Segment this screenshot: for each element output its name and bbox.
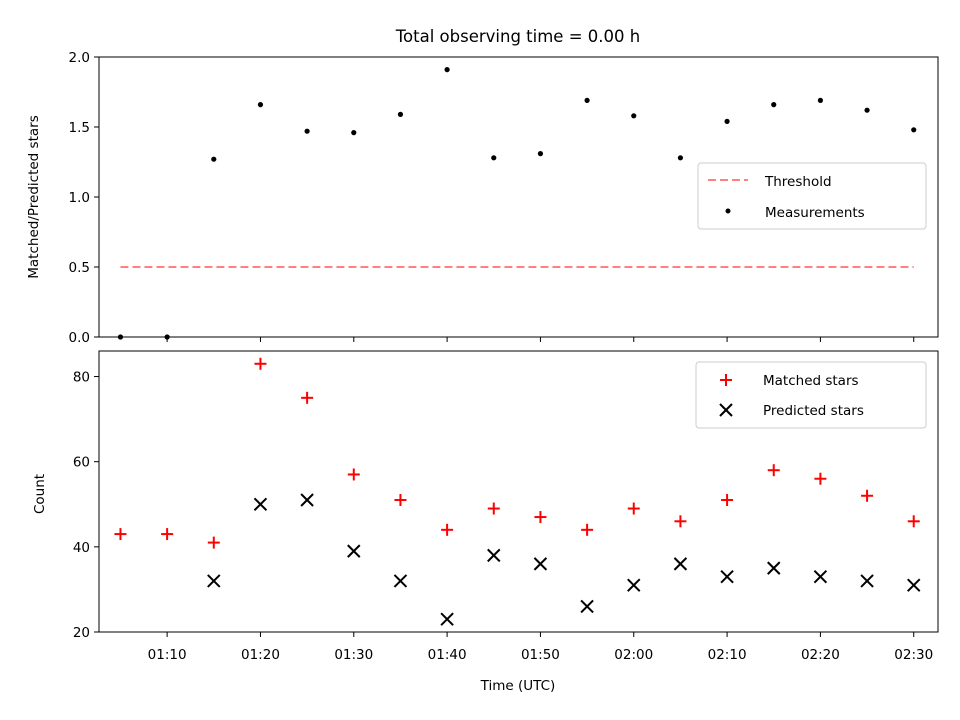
x-tick-label: 01:10 — [148, 647, 187, 663]
predicted-star-point — [673, 557, 688, 571]
matched-star-point — [347, 468, 360, 481]
x-tick-label: 01:30 — [334, 647, 373, 663]
ratio-legend-box — [697, 162, 927, 230]
ratio-x-ticks — [166, 337, 915, 342]
x-tick-label: 02:20 — [801, 647, 840, 663]
x-tick-label: 02:30 — [894, 647, 933, 663]
measurement-point — [351, 130, 357, 136]
matched-star-point — [254, 357, 267, 370]
measurement-point — [211, 156, 217, 162]
matched-star-point — [161, 528, 174, 541]
measurement-point — [584, 97, 590, 103]
predicted-star-point — [627, 578, 641, 592]
predicted-legend-swatch — [719, 403, 733, 417]
matched-star-point — [814, 472, 827, 485]
count-marks — [114, 357, 921, 626]
ratio-y-tick-label: 0.0 — [69, 330, 90, 346]
predicted-star-point — [533, 557, 548, 571]
matched-star-point — [301, 391, 314, 404]
predicted-star-point — [207, 574, 221, 588]
measurement-point — [164, 334, 170, 340]
count-legend-box — [695, 361, 927, 429]
measurement-point — [677, 155, 684, 161]
matched-star-point — [487, 502, 500, 515]
ratio-y-tick-label: 0.5 — [69, 260, 90, 276]
measurements-legend-label: Measurements — [765, 205, 865, 221]
matched-star-point — [627, 502, 640, 515]
matched-star-point — [674, 515, 687, 528]
measurements-legend-swatch — [725, 208, 731, 214]
ratio-y-tick-label: 1.0 — [69, 190, 90, 206]
predicted-star-point — [720, 569, 734, 584]
measurement-point — [397, 111, 404, 117]
matched-legend-swatch — [720, 374, 732, 386]
count-panel: Count Time (UTC) 20 40 60 80 01:10 01:20 01:3… — [32, 350, 939, 694]
measurement-point — [491, 155, 497, 161]
count-y-tick-label: 40 — [73, 540, 90, 556]
measurement-point — [864, 107, 870, 113]
predicted-star-point — [487, 548, 501, 563]
matched-star-point — [581, 523, 594, 536]
matched-star-point — [394, 494, 407, 507]
measurement-point — [304, 128, 310, 134]
ratio-y-axis-label: Matched/Predicted stars — [26, 115, 42, 278]
threshold-legend-label: Threshold — [764, 174, 832, 190]
ratio-y-tick-label: 2.0 — [69, 50, 90, 66]
x-tick-label: 02:00 — [614, 647, 653, 663]
measurement-point — [817, 97, 824, 103]
predicted-star-point — [347, 544, 361, 558]
x-tick-label: 01:20 — [241, 647, 280, 663]
count-x-ticks: 01:10 01:20 01:30 01:40 01:50 02:00 02:10 02:20… — [148, 632, 933, 663]
predicted-star-point — [580, 599, 594, 614]
ratio-legend: Threshold Measurements — [697, 162, 927, 230]
count-plot-frame — [98, 350, 939, 633]
count-y-tick-label: 20 — [73, 625, 90, 641]
measurement-point — [537, 151, 544, 157]
matched-star-point — [907, 515, 920, 528]
predicted-star-point — [393, 574, 408, 588]
predicted-star-point — [253, 497, 268, 511]
matched-star-point — [441, 523, 454, 536]
measurement-point — [771, 102, 777, 108]
matched-star-point — [767, 464, 780, 477]
count-y-tick-label: 60 — [73, 455, 90, 471]
chart-title: Total observing time = 0.00 h — [395, 27, 640, 46]
ratio-panel: Total observing time = 0.00 h Matched/Pr… — [26, 27, 939, 346]
count-y-ticks: 20 40 60 80 — [73, 370, 99, 641]
matched-legend-label: Matched stars — [763, 373, 859, 389]
measurement-point — [257, 102, 264, 108]
matched-star-point — [721, 494, 734, 507]
measurement-point — [631, 113, 637, 119]
x-tick-label: 01:40 — [428, 647, 467, 663]
measurement-point — [117, 334, 124, 340]
predicted-legend-label: Predicted stars — [763, 403, 864, 419]
matched-star-point — [534, 511, 547, 524]
predicted-star-point — [907, 578, 921, 592]
predicted-star-point — [860, 574, 874, 588]
measurement-point — [911, 127, 917, 133]
matched-star-point — [861, 489, 874, 502]
matched-star-point — [207, 536, 220, 549]
predicted-star-point — [440, 612, 454, 626]
matched-star-point — [114, 528, 127, 541]
measurement-point — [724, 118, 730, 124]
x-tick-label: 01:50 — [521, 647, 560, 663]
predicted-star-point — [767, 561, 781, 575]
ratio-marks — [117, 67, 917, 340]
ratio-y-ticks: 0.0 0.5 1.0 1.5 2.0 — [69, 50, 99, 346]
count-y-tick-label: 80 — [73, 370, 90, 386]
count-legend: Matched stars Predicted stars — [695, 361, 927, 429]
count-y-axis-label: Count — [32, 474, 48, 514]
predicted-star-point — [300, 493, 314, 507]
x-tick-label: 02:10 — [708, 647, 747, 663]
measurement-point — [444, 67, 450, 73]
predicted-star-point — [813, 569, 828, 584]
ratio-y-tick-label: 1.5 — [69, 120, 90, 136]
x-axis-label: Time (UTC) — [480, 678, 556, 694]
